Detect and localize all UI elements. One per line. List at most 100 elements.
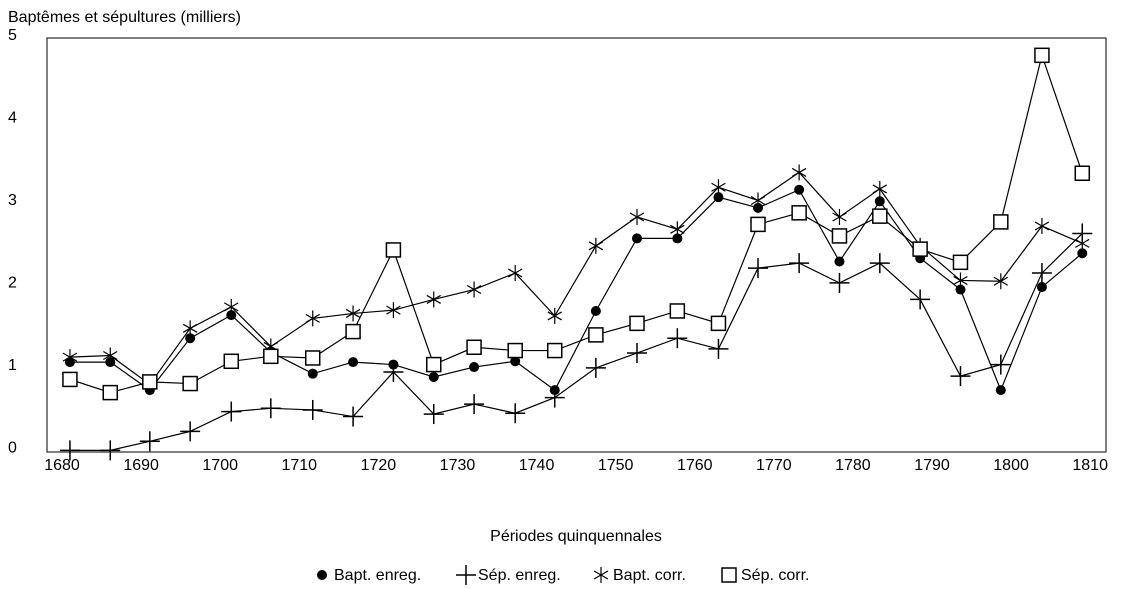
- dot: [428, 371, 439, 382]
- marker-star: [750, 192, 766, 209]
- marker-star: [593, 567, 609, 583]
- star-arm: [426, 294, 441, 304]
- x-tick-label: 1800: [993, 457, 1029, 474]
- star-arm: [1034, 221, 1050, 231]
- star-arm: [547, 311, 562, 321]
- y-tick-label: 4: [8, 110, 17, 127]
- marker-plus: [667, 328, 688, 349]
- marker-dot: [590, 305, 601, 316]
- x-tick-label: 1770: [756, 457, 792, 474]
- square: [721, 567, 737, 583]
- star-arm: [224, 302, 239, 312]
- marker-star: [791, 164, 807, 181]
- dot: [590, 305, 601, 316]
- star-arm: [62, 352, 78, 362]
- marker-square: [710, 315, 727, 332]
- square: [993, 214, 1009, 230]
- marker-dot: [1077, 248, 1088, 259]
- marker-star: [224, 298, 239, 315]
- square: [263, 348, 279, 365]
- marker-square: [872, 208, 888, 224]
- star-arm: [711, 182, 726, 192]
- dot: [672, 233, 683, 244]
- star-arm: [832, 212, 847, 222]
- y-tick-label: 5: [8, 27, 17, 44]
- marker-plus: [708, 338, 729, 359]
- square: [102, 384, 119, 401]
- marker-star: [872, 180, 888, 197]
- square: [750, 216, 766, 233]
- x-tick-label: 1780: [835, 457, 871, 474]
- series-line: [69, 53, 1083, 394]
- marker-square: [629, 315, 645, 332]
- legend-label: Sép. corr.: [741, 567, 809, 584]
- marker-square: [952, 254, 969, 271]
- marker-plus: [59, 440, 80, 461]
- marker-plus: [221, 401, 242, 422]
- marker-square: [1034, 47, 1050, 64]
- star-arm: [953, 275, 968, 285]
- marker-square: [304, 350, 321, 366]
- chart-title: Baptêmes et sépultures (milliers): [8, 9, 241, 26]
- legend-label: Sép. enreg.: [478, 567, 561, 584]
- marker-square: [791, 205, 807, 221]
- marker-plus: [950, 366, 971, 387]
- marker-square: [588, 327, 604, 343]
- legend-label: Bapt. corr.: [613, 567, 686, 584]
- x-tick-label: 1810: [1072, 457, 1108, 474]
- star-arm: [750, 195, 766, 205]
- square: [345, 323, 361, 340]
- marker-plus: [910, 289, 931, 310]
- square: [912, 241, 928, 257]
- marker-star: [993, 273, 1009, 290]
- square: [710, 315, 727, 332]
- star-arm: [588, 241, 604, 251]
- marker-star: [507, 265, 523, 282]
- marker-star: [345, 305, 361, 322]
- marker-square: [62, 371, 78, 388]
- marker-plus: [869, 253, 890, 274]
- x-tick-label: 1750: [598, 457, 634, 474]
- marker-square: [507, 342, 523, 359]
- square: [547, 342, 563, 359]
- marker-star: [588, 237, 604, 254]
- marker-plus: [260, 398, 281, 419]
- marker-dot: [632, 233, 643, 244]
- marker-plus: [383, 362, 404, 383]
- marker-square: [263, 348, 279, 365]
- x-tick-label: 1690: [123, 457, 159, 474]
- marker-dot: [672, 233, 683, 244]
- marker-square: [425, 356, 442, 373]
- marker-star: [711, 179, 726, 196]
- x-tick-label: 1710: [281, 457, 317, 474]
- square: [588, 327, 604, 343]
- x-tick-label: 1730: [440, 457, 476, 474]
- y-tick-label: 3: [8, 192, 17, 209]
- dot: [469, 362, 480, 373]
- plot-frame: [46, 37, 1107, 453]
- marker-star: [103, 347, 118, 364]
- marker-dot: [469, 362, 480, 373]
- marker-square: [142, 374, 158, 390]
- marker-square: [1074, 165, 1091, 182]
- square: [872, 208, 888, 224]
- x-tick-label: 1720: [361, 457, 397, 474]
- marker-star: [953, 272, 968, 289]
- marker-dot: [307, 368, 318, 379]
- x-tick-label: 1700: [202, 457, 238, 474]
- square: [952, 254, 969, 271]
- marker-plus: [139, 431, 160, 452]
- marker-star: [182, 320, 198, 337]
- marker-plus: [627, 343, 648, 364]
- marker-dot: [348, 357, 359, 368]
- dot: [995, 385, 1006, 396]
- marker-plus: [423, 404, 444, 425]
- marker-star: [305, 310, 320, 327]
- marker-star: [62, 349, 78, 366]
- dot: [226, 310, 237, 321]
- square: [831, 228, 848, 244]
- dot: [348, 357, 359, 368]
- dot: [794, 184, 805, 195]
- square: [466, 339, 482, 356]
